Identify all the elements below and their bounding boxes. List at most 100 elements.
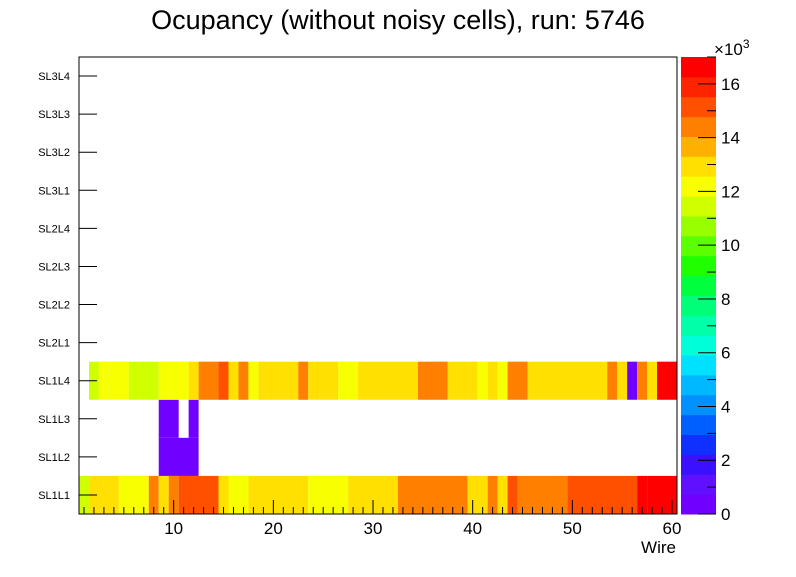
z-tick-label: 2	[721, 451, 730, 470]
x-axis: 10 20 30 40 50 60	[83, 500, 682, 538]
heatmap-cell	[168, 475, 179, 514]
heatmap-cell	[467, 475, 488, 514]
chart-title: Ocupancy (without noisy cells), run: 574…	[151, 5, 645, 35]
x-tick-label: 10	[164, 519, 183, 538]
color-scale-band	[681, 434, 716, 455]
y-tick-label: SL2L1	[38, 338, 70, 350]
heatmap-cell	[248, 361, 259, 400]
y-tick-label: SL3L3	[38, 109, 70, 121]
y-tick-label: SL3L2	[38, 147, 70, 159]
color-scale-band	[681, 96, 716, 118]
heatmap-cell	[387, 475, 398, 514]
color-scale-band	[681, 255, 716, 277]
heatmap-cell	[507, 475, 518, 514]
x-tick-label: 40	[463, 519, 482, 538]
heatmap-cell	[108, 361, 129, 400]
y-tick-label: SL3L4	[38, 71, 70, 83]
color-scale-band	[681, 275, 716, 296]
heatmap-cell	[477, 361, 488, 400]
heatmap-cell	[497, 361, 508, 400]
heatmap-cell	[238, 361, 249, 400]
heatmap-cell	[627, 361, 638, 400]
heatmap-cell	[158, 475, 169, 514]
heatmap-cell	[607, 361, 618, 400]
heatmap-cell	[447, 361, 478, 400]
heatmap-cell	[308, 475, 349, 514]
heatmap-cell	[178, 475, 219, 514]
color-scale-band	[681, 235, 716, 257]
color-scale-band	[681, 295, 716, 316]
heatmap-cell	[188, 361, 199, 400]
heatmap-cell	[617, 361, 628, 400]
heatmap-cell	[348, 475, 388, 514]
color-scale-band	[681, 215, 716, 237]
color-scale-band	[681, 315, 716, 336]
x-tick-label: 60	[663, 519, 682, 538]
color-scale-band	[681, 394, 716, 416]
color-scale-band	[681, 196, 716, 217]
heatmap-cell	[487, 361, 498, 400]
heatmap-cell	[198, 361, 219, 400]
heatmap-cell	[637, 475, 648, 514]
z-tick-label: 4	[721, 397, 730, 416]
heatmap-cell	[417, 361, 448, 400]
heatmap-cell	[358, 361, 418, 400]
heatmap-cell	[158, 361, 189, 400]
heatmap-cell	[258, 361, 299, 400]
z-multiplier-prefix: ×	[714, 40, 724, 59]
z-tick-label: 12	[721, 182, 740, 201]
heatmap-cell	[158, 399, 179, 438]
x-tick-label: 30	[364, 519, 383, 538]
z-tick-label: 14	[721, 129, 740, 148]
heatmap-cell	[647, 361, 658, 400]
color-scale-band	[681, 374, 716, 396]
color-scale-band	[681, 76, 716, 98]
z-tick-label: 6	[721, 344, 730, 363]
color-scale-band	[681, 494, 716, 515]
heatmap-cell	[487, 475, 498, 514]
heatmap-cell	[218, 475, 229, 514]
z-tick-label: 8	[721, 290, 730, 309]
z-tick-label: 0	[721, 505, 730, 524]
heatmap-cell	[228, 475, 249, 514]
heatmap-cell	[128, 361, 159, 400]
z-multiplier-exponent: 3	[743, 37, 750, 51]
y-tick-label: SL1L1	[38, 490, 70, 502]
heatmap-cell	[98, 475, 119, 514]
z-tick-label: 10	[721, 236, 740, 255]
heatmap-cell	[228, 361, 239, 400]
y-tick-label: SL3L1	[38, 185, 70, 197]
heatmap-cell	[308, 361, 339, 400]
color-scale-band	[681, 136, 716, 157]
heatmap-cell	[148, 475, 159, 514]
y-axis: SL1L1 SL1L2 SL1L3 SL1L4 SL2L1 SL2L2 SL2L3 SL2L4…	[38, 71, 97, 502]
color-scale-band	[681, 57, 716, 78]
heatmap-cell	[657, 361, 677, 400]
color-scale-band	[681, 414, 716, 436]
heatmap-cell	[527, 361, 608, 400]
y-tick-label: SL2L3	[38, 261, 70, 273]
heatmap-cell	[298, 361, 309, 400]
color-scale-band	[681, 454, 716, 475]
y-tick-label: SL1L2	[38, 452, 70, 464]
y-tick-label: SL2L4	[38, 223, 70, 235]
color-scale-band	[681, 355, 716, 376]
color-scale-band	[681, 156, 716, 177]
color-scale-band	[681, 176, 716, 197]
z-multiplier: ×103	[714, 37, 750, 59]
x-axis-title: Wire	[641, 538, 676, 557]
heatmap-cell	[338, 361, 359, 400]
heatmap-cells	[79, 361, 677, 514]
heatmap-cell	[98, 361, 109, 400]
heatmap-cell	[188, 399, 199, 438]
x-tick-label: 20	[264, 519, 283, 538]
z-multiplier-base: 10	[724, 40, 743, 59]
heatmap-cell	[158, 437, 199, 476]
y-tick-label: SL1L3	[38, 414, 70, 426]
y-tick-label: SL2L2	[38, 300, 70, 312]
color-scale-band	[681, 474, 716, 495]
color-scale-band	[681, 335, 716, 356]
y-tick-label: SL1L4	[38, 376, 70, 388]
